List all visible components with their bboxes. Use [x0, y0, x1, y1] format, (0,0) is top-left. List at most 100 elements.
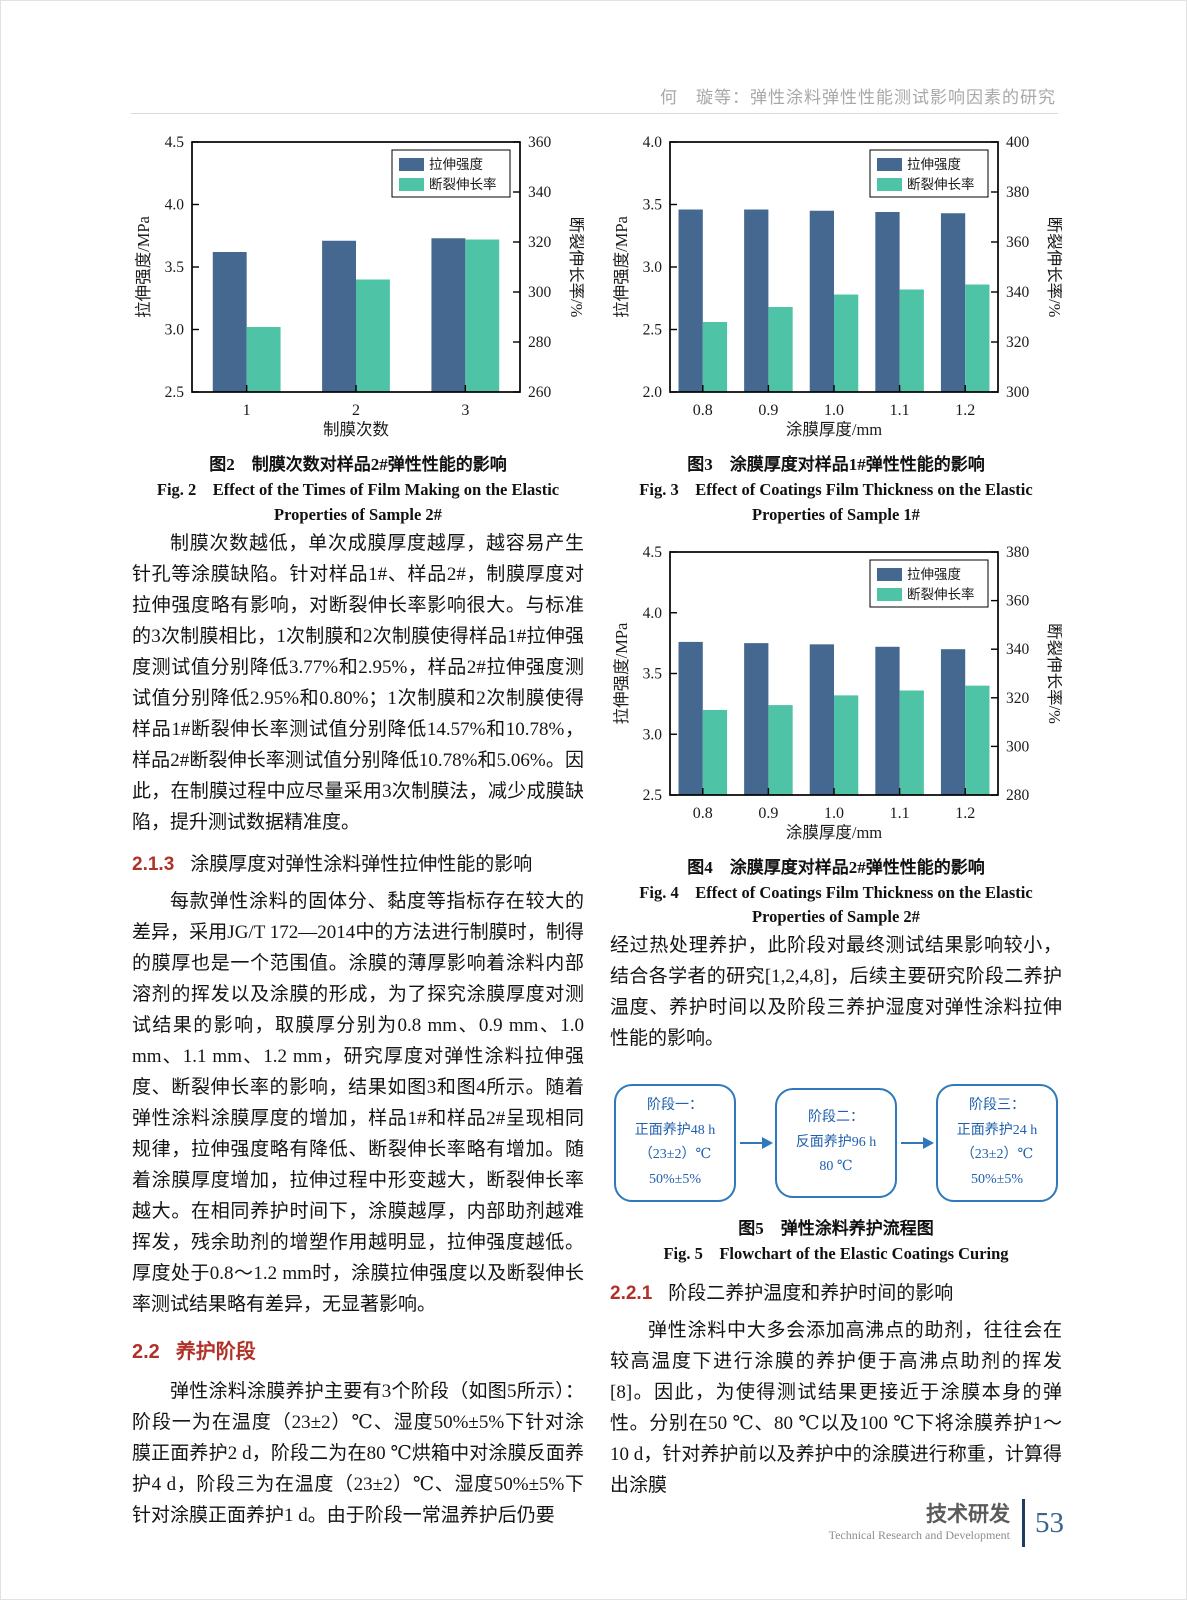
svg-text:340: 340: [528, 184, 552, 201]
figure3-bar-chart: 0.8 0.9 1.0 1.1 1.2 2.0 2.5 3.0 3.5 4.0 300 320 340 3…: [612, 134, 1062, 439]
svg-text:380: 380: [1006, 184, 1030, 201]
svg-text:340: 340: [1006, 284, 1030, 301]
section-title: 养护阶段: [175, 1340, 256, 1363]
flow-stage-1-line: 阶段一：: [647, 1098, 703, 1113]
footer-section-en: Technical Research and Development: [828, 1528, 1010, 1543]
svg-text:1.0: 1.0: [824, 805, 844, 822]
section-number: 2.1.3: [132, 853, 175, 875]
svg-text:1.2: 1.2: [955, 402, 975, 419]
figure-4: 0.8 0.9 1.0 1.1 1.2 2.5 3.0 3.5 4.0 4.5 280 300 320 3…: [610, 542, 1062, 931]
svg-text:0.9: 0.9: [758, 402, 778, 419]
section-heading-2-2-1: 2.2.1 阶段二养护温度和养护时间的影响: [610, 1279, 1062, 1309]
page-number: 53: [1035, 1506, 1064, 1539]
section-number: 2.2.1: [610, 1282, 653, 1304]
svg-text:4.0: 4.0: [643, 604, 663, 621]
figure5-caption-en: Fig. 5 Flowchart of the Elastic Coatings…: [663, 1244, 1009, 1263]
figure4-caption-zh: 图4 涂膜厚度对样品2#弹性性能的影响: [687, 857, 985, 877]
left-column: 1 2 3 2.5 3.0 3.5 4.0 4.5 260 280 300 320 340 360 制膜次数…: [132, 132, 584, 1531]
svg-text:涂膜厚度/mm: 涂膜厚度/mm: [786, 823, 882, 842]
svg-text:1.1: 1.1: [890, 402, 910, 419]
paragraph-thickness: 每款弹性涂料的固体分、黏度等指标存在较大的差异，采用JG/T 172—2014中…: [132, 890, 584, 1315]
svg-text:300: 300: [528, 284, 552, 301]
figure4-caption-en: Fig. 4 Effect of Coatings Film Thickness…: [639, 882, 1033, 927]
svg-text:260: 260: [528, 384, 552, 401]
svg-text:制膜次数: 制膜次数: [323, 420, 390, 439]
svg-text:拉伸强度/MPa: 拉伸强度/MPa: [612, 621, 631, 723]
running-head: 何 璇等：弹性涂料弹性性能测试影响因素的研究: [660, 88, 1056, 107]
flow-stage-2-box: 阶段二： 反面养护96 h 80 ℃: [775, 1088, 897, 1198]
paragraph-heat-treatment: 经过热处理养护，此阶段对最终测试结果影响较小，结合各学者的研究[1,2,4,8]…: [610, 935, 1062, 1049]
svg-text:断裂伸长率: 断裂伸长率: [907, 586, 975, 602]
right-column: 0.8 0.9 1.0 1.1 1.2 2.0 2.5 3.0 3.5 4.0 300 320 340 3…: [610, 132, 1062, 1531]
svg-text:360: 360: [1006, 592, 1030, 609]
svg-text:3.0: 3.0: [165, 322, 185, 339]
flow-stage-1-box: 阶段一： 正面养护48 h （23±2）℃ 50%±5%: [614, 1084, 736, 1202]
figure3-caption-zh: 图3 涂膜厚度对样品1#弹性性能的影响: [687, 455, 985, 474]
svg-text:断裂伸长率/%: 断裂伸长率/%: [1045, 623, 1062, 724]
svg-text:340: 340: [1006, 641, 1030, 658]
flow-stage-2-line: 阶段二：: [808, 1110, 864, 1126]
svg-text:400: 400: [1006, 134, 1030, 151]
svg-text:3: 3: [461, 402, 469, 419]
svg-text:4.5: 4.5: [165, 134, 185, 151]
section-heading-2-2: 2.2 养护阶段: [132, 1336, 584, 1368]
svg-text:3.5: 3.5: [643, 665, 663, 682]
svg-text:300: 300: [1006, 738, 1030, 755]
svg-text:拉伸强度: 拉伸强度: [907, 157, 961, 172]
svg-text:280: 280: [1006, 787, 1030, 804]
svg-text:0.8: 0.8: [693, 805, 713, 822]
paragraph-film-times: 制膜次数越低，单次成膜厚度越厚，越容易产生针孔等涂膜缺陷。针对样品1#、样品2#…: [132, 532, 584, 833]
svg-text:断裂伸长率: 断裂伸长率: [429, 176, 497, 192]
flow-stage-3-line: 阶段三：: [969, 1098, 1025, 1113]
flow-stage-2-line: 80 ℃: [819, 1159, 853, 1175]
svg-text:1.1: 1.1: [890, 805, 910, 822]
svg-text:拉伸强度/MPa: 拉伸强度/MPa: [134, 215, 153, 317]
flow-stage-1-line: （23±2）℃: [638, 1147, 712, 1162]
svg-text:0.9: 0.9: [758, 805, 778, 822]
flow-stage-3-line: （23±2）℃: [960, 1147, 1034, 1162]
svg-text:断裂伸长率/%: 断裂伸长率/%: [567, 217, 584, 318]
two-column-layout: 1 2 3 2.5 3.0 3.5 4.0 4.5 260 280 300 320 340 360 制膜次数…: [132, 132, 1062, 1531]
svg-text:320: 320: [1006, 689, 1030, 706]
svg-text:2.0: 2.0: [643, 384, 663, 401]
svg-text:3.0: 3.0: [643, 726, 663, 743]
svg-text:3.0: 3.0: [643, 259, 663, 276]
svg-text:280: 280: [528, 334, 552, 351]
svg-text:300: 300: [1006, 384, 1030, 401]
svg-text:360: 360: [528, 134, 552, 151]
figure3-caption-en: Fig. 3 Effect of Coatings Film Thickness…: [639, 480, 1033, 524]
svg-text:2.5: 2.5: [643, 322, 663, 339]
flow-stage-2-line: 反面养护96 h: [795, 1134, 877, 1150]
svg-text:2.5: 2.5: [643, 787, 663, 804]
svg-text:3.5: 3.5: [165, 259, 185, 276]
section-number: 2.2: [132, 1340, 160, 1363]
figure5-caption-zh: 图5 弹性涂料养护流程图: [738, 1219, 934, 1238]
flow-stage-1-line: 50%±5%: [648, 1171, 701, 1187]
svg-text:1.0: 1.0: [824, 402, 844, 419]
footer-divider: [1022, 1499, 1025, 1547]
page-footer: 技术研发 Technical Research and Development …: [829, 1499, 1064, 1547]
svg-text:380: 380: [1006, 544, 1030, 561]
figure4-bar-chart: 0.8 0.9 1.0 1.1 1.2 2.5 3.0 3.5 4.0 4.5 280 300 320 3…: [612, 544, 1062, 842]
footer-section-zh: 技术研发: [926, 1502, 1010, 1526]
flow-arrow-icon: [740, 1141, 771, 1145]
svg-text:涂膜厚度/mm: 涂膜厚度/mm: [786, 420, 882, 439]
paragraph-curing-stages: 弹性涂料涂膜养护主要有3个阶段（如图5所示）：阶段一为在温度（23±2）℃、湿度…: [132, 1380, 584, 1526]
figure-2: 1 2 3 2.5 3.0 3.5 4.0 4.5 260 280 300 320 340 360 制膜次数…: [132, 132, 584, 528]
svg-text:360: 360: [1006, 234, 1030, 251]
svg-text:2: 2: [352, 402, 360, 419]
figure2-bar-chart: 1 2 3 2.5 3.0 3.5 4.0 4.5 260 280 300 320 340 360 制膜次数…: [134, 134, 584, 439]
section-heading-2-1-3: 2.1.3 涂膜厚度对弹性涂料弹性拉伸性能的影响: [132, 850, 584, 880]
svg-text:3.5: 3.5: [643, 197, 663, 214]
svg-text:1.2: 1.2: [955, 805, 975, 822]
figure2-caption-zh: 图2 制膜次数对样品2#弹性性能的影响: [209, 455, 507, 474]
figure-3: 0.8 0.9 1.0 1.1 1.2 2.0 2.5 3.0 3.5 4.0 300 320 340 3…: [610, 132, 1062, 528]
flow-stage-1-line: 正面养护48 h: [634, 1122, 716, 1138]
svg-text:断裂伸长率: 断裂伸长率: [907, 176, 975, 192]
svg-text:4.5: 4.5: [643, 544, 663, 561]
svg-text:断裂伸长率/%: 断裂伸长率/%: [1045, 217, 1062, 318]
section-title: 涂膜厚度对弹性涂料弹性拉伸性能的影响: [190, 853, 533, 875]
svg-text:拉伸强度: 拉伸强度: [907, 567, 961, 582]
svg-text:4.0: 4.0: [165, 197, 185, 214]
